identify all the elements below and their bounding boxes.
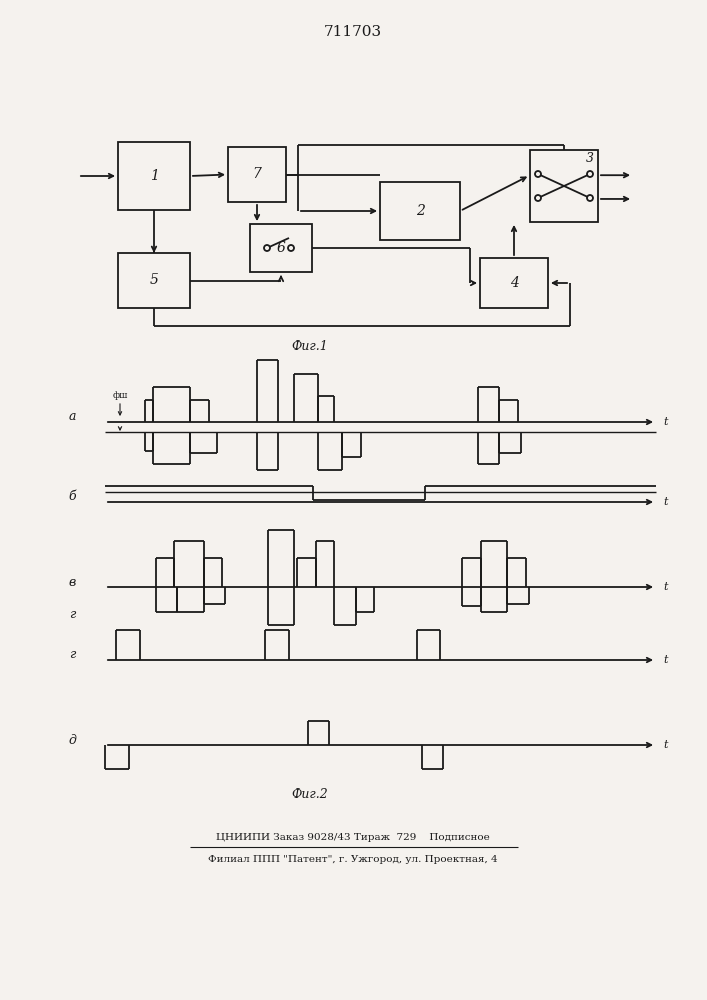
Text: 5: 5: [150, 273, 158, 288]
Text: фш: фш: [112, 391, 128, 400]
Text: г: г: [69, 608, 75, 621]
Text: д: д: [68, 734, 76, 746]
Text: ЦНИИПИ Заказ 9028/43 Тираж  729    Подписное: ЦНИИПИ Заказ 9028/43 Тираж 729 Подписное: [216, 832, 490, 842]
Text: t: t: [663, 417, 667, 427]
Bar: [228, 147, 286, 202]
Text: г: г: [69, 648, 75, 662]
Circle shape: [535, 195, 541, 201]
Bar: [530, 150, 598, 222]
Bar: [480, 258, 548, 308]
Circle shape: [587, 195, 593, 201]
Circle shape: [535, 171, 541, 177]
Text: t: t: [663, 497, 667, 507]
Text: 2: 2: [416, 204, 424, 218]
Text: 7: 7: [252, 167, 262, 182]
Text: t: t: [663, 655, 667, 665]
Circle shape: [587, 171, 593, 177]
Text: t: t: [663, 740, 667, 750]
Text: в: в: [69, 576, 76, 588]
Text: Филиал ППП "Патент", г. Ужгород, ул. Проектная, 4: Филиал ППП "Патент", г. Ужгород, ул. Про…: [208, 856, 498, 864]
Text: 1: 1: [150, 169, 158, 183]
Text: а: а: [69, 410, 76, 424]
Text: 3: 3: [586, 151, 594, 164]
Bar: [118, 253, 190, 308]
Text: Фиг.2: Фиг.2: [291, 788, 328, 802]
Text: 4: 4: [510, 276, 518, 290]
Text: 711703: 711703: [324, 25, 382, 39]
Text: б: б: [68, 490, 76, 504]
Bar: [380, 182, 460, 240]
Circle shape: [264, 245, 270, 251]
Bar: [250, 224, 312, 272]
Circle shape: [288, 245, 294, 251]
Text: Фиг.1: Фиг.1: [291, 340, 328, 354]
Bar: [118, 142, 190, 210]
Text: t: t: [663, 582, 667, 592]
Text: 6: 6: [276, 241, 286, 255]
